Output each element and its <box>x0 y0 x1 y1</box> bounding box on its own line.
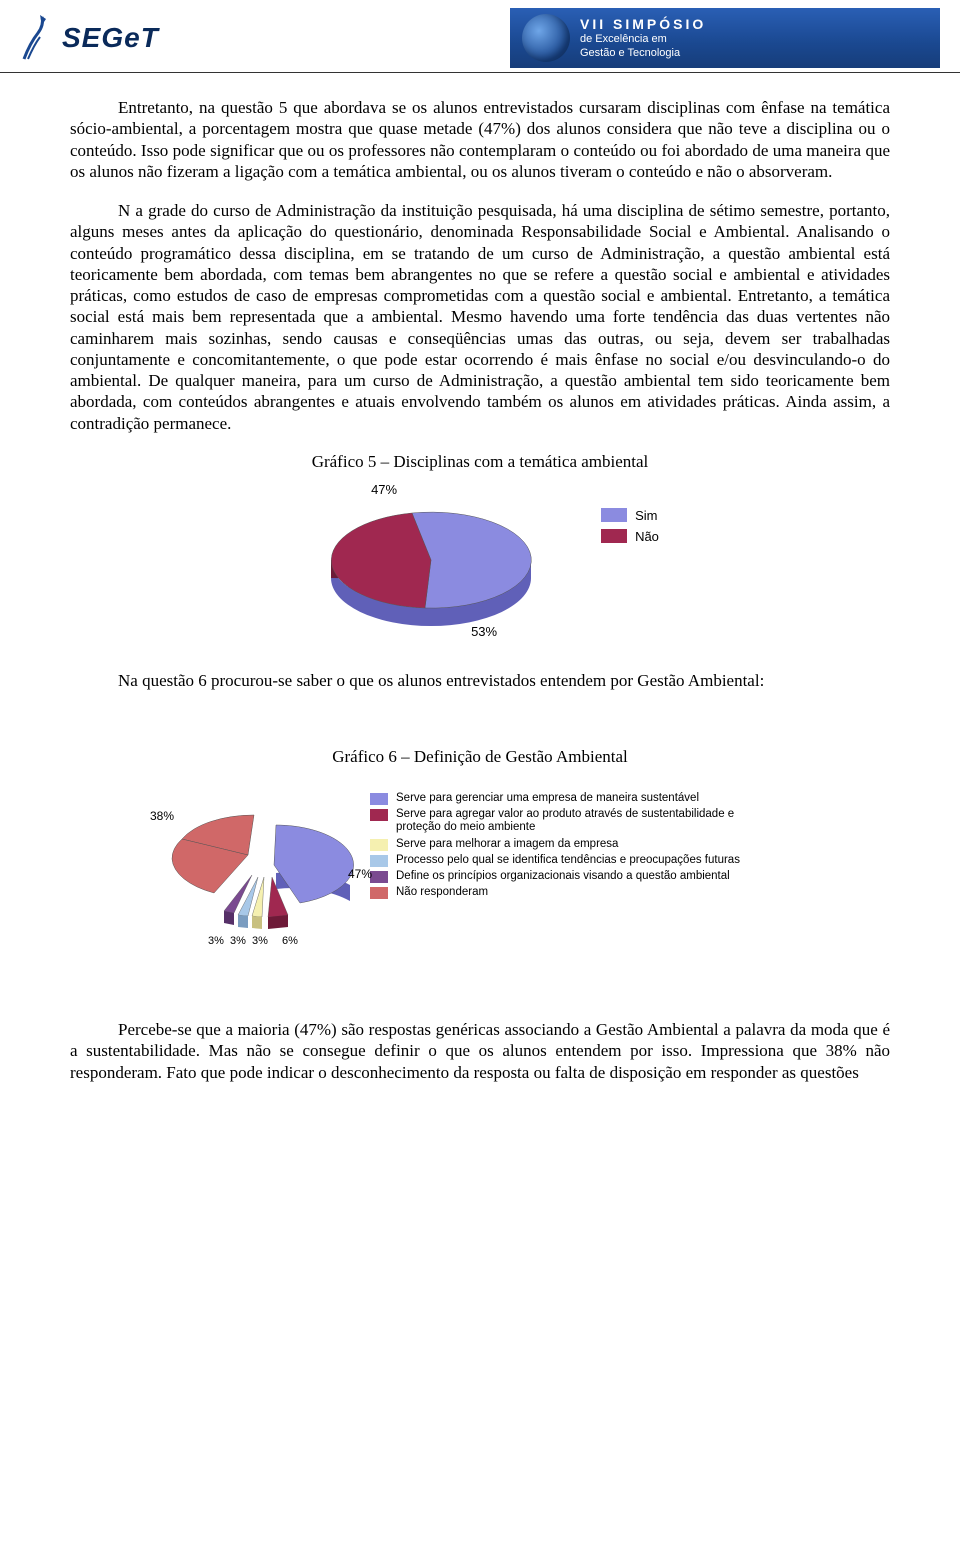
banner-line2: de Excelência em <box>580 33 706 47</box>
legend6-item-3: Processo pelo qual se identifica tendênc… <box>370 854 756 867</box>
legend6-item-1: Serve para agregar valor ao produto atra… <box>370 808 756 834</box>
logo-text: SEGeT <box>62 22 159 54</box>
paragraph-4: Percebe-se que a maioria (47%) são respo… <box>70 1019 890 1083</box>
legend-label: Serve para melhorar a imagem da empresa <box>396 838 618 851</box>
legend6-item-0: Serve para gerenciar uma empresa de mane… <box>370 792 756 805</box>
chart6-pct-6: 6% <box>282 935 298 947</box>
chart5: 47% 53% Sim Não <box>70 482 890 662</box>
chart6-legend: Serve para gerenciar uma empresa de mane… <box>370 789 756 903</box>
chart6-pie: 38% 3% 3% 3% 6% 47% <box>130 789 360 959</box>
chart6: 38% 3% 3% 3% 6% 47% Serve para gerenciar… <box>70 789 890 959</box>
legend-label: Não responderam <box>396 886 488 899</box>
chart6-pct-3c: 3% <box>252 935 268 947</box>
paragraph-1: Entretanto, na questão 5 que abordava se… <box>70 97 890 182</box>
legend-label: Serve para agregar valor ao produto atra… <box>396 808 756 834</box>
legend-label: Sim <box>635 508 657 523</box>
chart6-pct-38: 38% <box>150 809 174 823</box>
legend-label: Define os princípios organizacionais vis… <box>396 870 730 883</box>
paragraph-3: Na questão 6 procurou-se saber o que os … <box>70 670 890 691</box>
chart5-title: Gráfico 5 – Disciplinas com a temática a… <box>70 452 890 472</box>
chart6-pct-47: 47% <box>348 867 372 881</box>
swatch-icon <box>601 508 627 522</box>
legend6-item-5: Não responderam <box>370 886 756 899</box>
chart5-legend-sim: Sim <box>601 508 659 523</box>
chart6-title: Gráfico 6 – Definição de Gestão Ambienta… <box>70 747 890 767</box>
logo-mark-icon <box>20 13 56 63</box>
swatch-icon <box>601 529 627 543</box>
globe-icon <box>522 14 570 62</box>
chart6-pct-3a: 3% <box>208 935 224 947</box>
chart5-legend: Sim Não <box>601 502 659 550</box>
chart5-legend-nao: Não <box>601 529 659 544</box>
legend6-item-4: Define os princípios organizacionais vis… <box>370 870 756 883</box>
banner-line3: Gestão e Tecnologia <box>580 47 706 61</box>
chart6-pct-3b: 3% <box>230 935 246 947</box>
banner-line1: VII SIMPÓSIO <box>580 16 706 34</box>
chart5-label-47: 47% <box>371 482 397 497</box>
paragraph-2: N a grade do curso de Administração da i… <box>70 200 890 434</box>
chart5-pie: 47% 53% <box>301 482 561 642</box>
chart5-label-53: 53% <box>471 624 497 639</box>
legend-label: Serve para gerenciar uma empresa de mane… <box>396 792 699 805</box>
logo-left: SEGeT <box>20 13 159 63</box>
page-content: Entretanto, na questão 5 que abordava se… <box>0 73 960 1083</box>
legend6-item-2: Serve para melhorar a imagem da empresa <box>370 838 756 851</box>
banner-text: VII SIMPÓSIO de Excelência em Gestão e T… <box>580 16 706 61</box>
legend-label: Processo pelo qual se identifica tendênc… <box>396 854 740 867</box>
legend-label: Não <box>635 529 659 544</box>
page-header: SEGeT VII SIMPÓSIO de Excelência em Gest… <box>0 0 960 73</box>
banner-right: VII SIMPÓSIO de Excelência em Gestão e T… <box>510 8 940 68</box>
